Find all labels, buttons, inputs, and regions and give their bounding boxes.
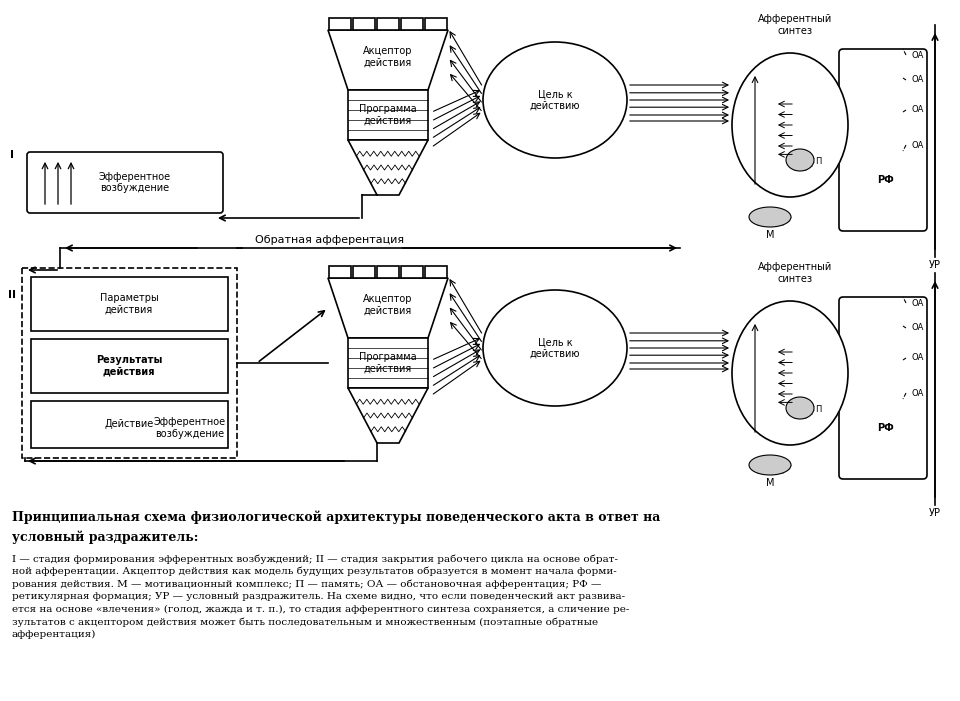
Polygon shape	[425, 18, 446, 30]
Text: Обратная афферентация: Обратная афферентация	[255, 235, 404, 245]
Text: П: П	[815, 405, 821, 414]
Text: П: П	[815, 158, 821, 167]
Ellipse shape	[786, 149, 814, 171]
Text: ОА: ОА	[911, 50, 924, 60]
Polygon shape	[353, 266, 374, 278]
Polygon shape	[401, 266, 422, 278]
Text: УР: УР	[929, 508, 941, 518]
Text: ОА: ОА	[911, 299, 924, 308]
Text: Афферентный
синтез: Афферентный синтез	[757, 262, 832, 284]
Polygon shape	[401, 18, 422, 30]
Polygon shape	[329, 18, 350, 30]
Polygon shape	[328, 30, 448, 90]
Polygon shape	[348, 388, 428, 443]
Text: М: М	[766, 230, 775, 240]
Polygon shape	[377, 18, 398, 30]
Text: Программа
действия: Программа действия	[359, 104, 417, 125]
Text: Параметры
действия: Параметры действия	[100, 293, 158, 315]
Ellipse shape	[732, 53, 848, 197]
Polygon shape	[329, 266, 350, 278]
Text: М: М	[766, 478, 775, 488]
Text: Принципиальная схема физиологической архитектуры поведенческого акта в ответ на: Принципиальная схема физиологической арх…	[12, 510, 660, 524]
Ellipse shape	[483, 290, 627, 406]
Text: РФ: РФ	[877, 175, 895, 185]
Text: Действие: Действие	[105, 419, 154, 429]
Ellipse shape	[483, 42, 627, 158]
Ellipse shape	[749, 207, 791, 227]
Polygon shape	[425, 266, 446, 278]
Text: II: II	[8, 290, 16, 300]
Polygon shape	[348, 140, 428, 195]
Polygon shape	[377, 266, 398, 278]
Ellipse shape	[749, 455, 791, 475]
Text: Цель к
действию: Цель к действию	[530, 89, 580, 111]
FancyBboxPatch shape	[31, 277, 228, 331]
Text: Акцептор
действия: Акцептор действия	[363, 46, 413, 68]
Text: I: I	[10, 150, 14, 160]
Text: ОА: ОА	[911, 323, 924, 332]
Text: Эфферентное
возбуждение: Эфферентное возбуждение	[99, 172, 171, 193]
Text: Афферентный
синтез: Афферентный синтез	[757, 14, 832, 36]
Text: Цель к
действию: Цель к действию	[530, 337, 580, 359]
Text: I — стадия формирования эфферентных возбуждений; II — стадия закрытия рабочего ц: I — стадия формирования эфферентных возб…	[12, 554, 630, 639]
Text: ОА: ОА	[911, 76, 924, 85]
Polygon shape	[328, 278, 448, 338]
Ellipse shape	[786, 397, 814, 419]
Text: РФ: РФ	[877, 423, 895, 433]
Polygon shape	[353, 18, 374, 30]
Text: ОА: ОА	[911, 140, 924, 149]
Text: ОА: ОА	[911, 105, 924, 114]
Text: ОА: ОА	[911, 388, 924, 397]
Text: Эфферентное
возбуждение: Эфферентное возбуждение	[154, 417, 226, 439]
Text: ОА: ОА	[911, 353, 924, 362]
Polygon shape	[348, 90, 428, 140]
Ellipse shape	[732, 301, 848, 445]
FancyBboxPatch shape	[31, 401, 228, 448]
Text: Акцептор
действия: Акцептор действия	[363, 294, 413, 315]
Text: Программа
действия: Программа действия	[359, 352, 417, 374]
Text: УР: УР	[929, 260, 941, 270]
Text: условный раздражитель:: условный раздражитель:	[12, 530, 199, 543]
FancyBboxPatch shape	[27, 152, 223, 213]
Polygon shape	[348, 338, 428, 388]
Text: Результаты
действия: Результаты действия	[96, 355, 162, 377]
FancyBboxPatch shape	[31, 339, 228, 393]
